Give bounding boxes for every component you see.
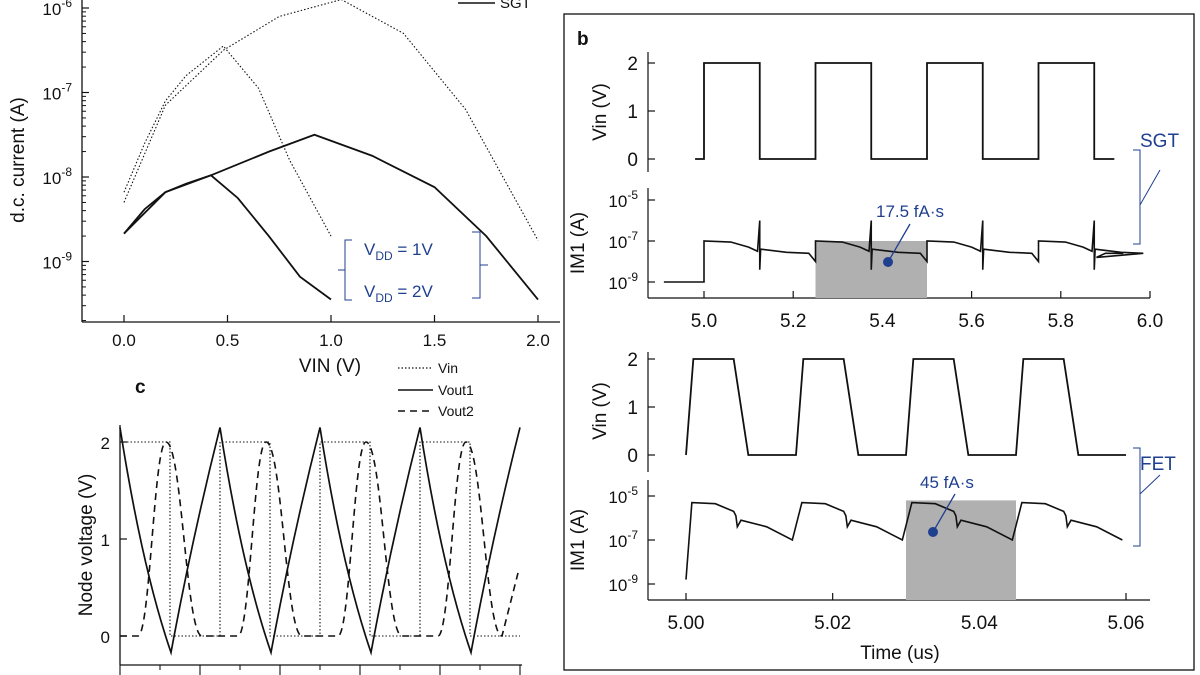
sgt-vin-ytick-label-1: 1 (627, 102, 638, 123)
panel-c-vout2-series (120, 441, 519, 637)
sgt-im1-ytick-label-1: 10-7 (608, 229, 638, 252)
sgt-vin-series (695, 62, 1115, 160)
panel-c-ytick-label-0: 0 (101, 628, 110, 647)
panel-a-ylabel: d.c. current (A) (8, 97, 29, 223)
sgt-im1-xtick-label-5: 6.0 (1137, 311, 1163, 332)
fet-integral-leader (932, 493, 956, 533)
panel-a-ytick-label-2: 10-8 (42, 165, 72, 188)
fet-im1-xtick-label-3: 5.06 (1108, 613, 1145, 634)
panel-a-series-3 (123, 0, 539, 241)
panel-c-vin-series (120, 441, 520, 637)
sgt-im1-series (663, 220, 1144, 283)
fet-im1-ytick-label-0: 10-5 (608, 484, 638, 507)
panel-a-xtick-label-1: 0.5 (216, 331, 240, 350)
sgt-im1-xtick-label-3: 5.6 (958, 311, 984, 332)
panel-c: c Node voltage (V) 0 1 2 Vin Vout1 Vout2 (76, 360, 522, 675)
panel-c-ytick-label-1: 1 (101, 531, 110, 550)
sgt-im1-ytick-label-2: 10-9 (608, 270, 638, 293)
fet-im1-xtick-label-1: 5.02 (814, 613, 851, 634)
fet-side-label: FET (1140, 454, 1176, 475)
fet-im1-ylabel: IM1 (A) (568, 509, 589, 571)
fet-im1-xtick-label-2: 5.04 (961, 613, 998, 634)
panel-b: b Vin (V) 0 1 2 IM1 (A) 10-5 10-7 10-9 5.0 5.… (563, 13, 1195, 671)
panel-a-series-0 (123, 174, 332, 301)
fet-im1-series (685, 501, 1123, 580)
vdd-annotation: VDD = 1V VDD = 2V (338, 231, 488, 305)
panel-c-label: c (135, 377, 146, 398)
panel-b-frame (563, 13, 1195, 671)
sgt-integral-leader (887, 223, 911, 263)
sgt-side-bracket (1133, 149, 1161, 245)
panel-a-xtick-label-3: 1.5 (423, 331, 447, 350)
vdd1-label: VDD = 1V (364, 240, 434, 263)
sgt-im1-xtick-label-1: 5.2 (780, 311, 806, 332)
sgt-im1-xtick-label-2: 5.4 (869, 311, 896, 332)
fet-vin-series (685, 358, 1126, 456)
fet-vin-ytick-label-0: 0 (627, 446, 638, 467)
panel-a-ytick-label-0: 10-6 (42, 0, 72, 19)
panel-c-ylabel: Node voltage (V) (76, 474, 97, 617)
panel-a: 10-6 10-7 10-8 10-9 0.0 0.5 1.0 1.5 2.0 d.c. cu… (8, 0, 560, 377)
fet-xlabel: Time (us) (860, 643, 940, 664)
fet-integral-shade (906, 500, 1016, 600)
panel-a-series-2 (123, 45, 332, 237)
panel-a-ytick-label-1: 10-7 (42, 81, 72, 104)
fet-integral-label: 45 fA·s (920, 473, 974, 492)
vdd-bracket-left (338, 239, 352, 301)
panel-a-xtick-label-2: 1.0 (319, 331, 343, 350)
sgt-im1-ylabel: IM1 (A) (568, 212, 589, 274)
panel-a-series-1 (123, 133, 539, 301)
sgt-side-label: SGT (1140, 131, 1179, 152)
legend-label-vin: Vin (438, 360, 458, 376)
sgt-vin-ylabel: Vin (V) (590, 83, 611, 141)
sgt-im1-xtick-label-4: 5.8 (1048, 311, 1074, 332)
legend-label-vout1: Vout1 (438, 382, 474, 398)
fet-side-bracket (1133, 447, 1161, 547)
sgt-vin-ytick-label-0: 0 (627, 150, 638, 171)
panel-c-vout1-series (119, 427, 521, 656)
vdd2-label: VDD = 2V (364, 282, 434, 305)
panel-a-xlabel: VIN (V) (299, 356, 361, 377)
legend-label-vout2: Vout2 (438, 403, 474, 419)
panel-c-ytick-label-2: 2 (101, 434, 110, 453)
fet-im1-xtick-label-0: 5.00 (668, 613, 705, 634)
fet-vin-ylabel: Vin (V) (590, 382, 611, 440)
panel-a-ytick-label-3: 10-9 (42, 250, 72, 273)
fet-vin-ytick-label-1: 1 (627, 398, 638, 419)
sgt-vin-ytick-label-2: 2 (627, 54, 638, 75)
sgt-im1-ytick-label-0: 10-5 (608, 188, 638, 211)
sgt-im1-xtick-label-0: 5.0 (691, 311, 717, 332)
vdd-bracket-right (472, 231, 488, 299)
legend-label-sgt: SGT (500, 0, 531, 12)
panel-a-xtick-label-4: 2.0 (526, 331, 550, 350)
panel-b-label: b (577, 29, 589, 50)
sgt-integral-label: 17.5 fA·s (876, 202, 944, 221)
fet-im1-ytick-label-2: 10-9 (608, 572, 638, 595)
fet-im1-ytick-label-1: 10-7 (608, 528, 638, 551)
fet-vin-ytick-label-2: 2 (627, 350, 638, 371)
panel-a-xtick-label-0: 0.0 (112, 331, 136, 350)
